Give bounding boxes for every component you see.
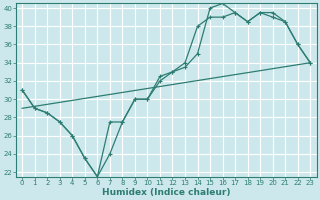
X-axis label: Humidex (Indice chaleur): Humidex (Indice chaleur) bbox=[102, 188, 230, 197]
